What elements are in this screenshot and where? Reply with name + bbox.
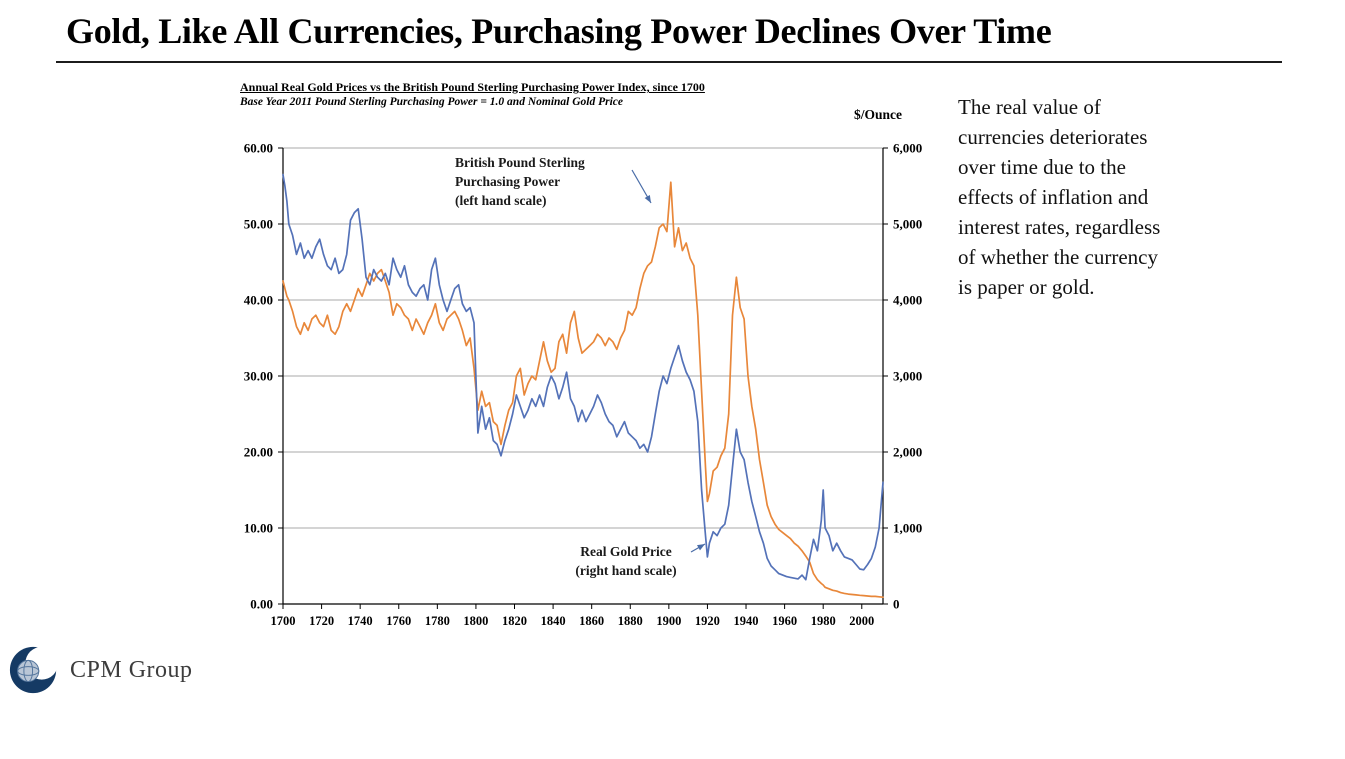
- svg-text:2,000: 2,000: [893, 445, 922, 460]
- svg-text:1920: 1920: [695, 614, 720, 628]
- svg-text:1960: 1960: [772, 614, 797, 628]
- svg-text:10.00: 10.00: [244, 521, 273, 536]
- chart-title: Annual Real Gold Prices vs the British P…: [240, 80, 705, 94]
- chart-subtitle: Base Year 2011 Pound Sterling Purchasing…: [240, 96, 624, 108]
- svg-text:50.00: 50.00: [244, 217, 273, 232]
- svg-text:30.00: 30.00: [244, 369, 273, 384]
- svg-text:1840: 1840: [541, 614, 566, 628]
- svg-text:1880: 1880: [618, 614, 643, 628]
- title-divider: [56, 61, 1282, 63]
- svg-text:1780: 1780: [425, 614, 450, 628]
- svg-text:5,000: 5,000: [893, 217, 922, 232]
- svg-text:1800: 1800: [463, 614, 488, 628]
- svg-text:1860: 1860: [579, 614, 604, 628]
- svg-text:1740: 1740: [348, 614, 373, 628]
- svg-text:6,000: 6,000: [893, 141, 922, 156]
- svg-text:0.00: 0.00: [250, 597, 273, 612]
- chart: Annual Real Gold Prices vs the British P…: [195, 80, 975, 645]
- svg-text:4,000: 4,000: [893, 293, 922, 308]
- slide-title: Gold, Like All Currencies, Purchasing Po…: [66, 11, 1052, 51]
- svg-text:40.00: 40.00: [244, 293, 273, 308]
- globe-logo-icon: [9, 646, 59, 694]
- svg-text:1820: 1820: [502, 614, 527, 628]
- svg-text:1760: 1760: [386, 614, 411, 628]
- svg-text:1940: 1940: [734, 614, 759, 628]
- svg-text:1,000: 1,000: [893, 521, 922, 536]
- commentary-text: The real value of currencies deteriorate…: [958, 95, 1161, 299]
- chart-canvas: 0.00 10.00 20.00 30.00 40.00 50.00 60.00 0 1,000…: [244, 107, 923, 628]
- cpm-group-logo: CPM Group: [8, 644, 193, 696]
- svg-text:Real Gold Price(right hand sca: Real Gold Price (right hand scale): [575, 544, 676, 578]
- svg-text:$/Ounce: $/Ounce: [854, 107, 902, 122]
- svg-text:1700: 1700: [271, 614, 296, 628]
- svg-text:1720: 1720: [309, 614, 334, 628]
- svg-text:3,000: 3,000: [893, 369, 922, 384]
- svg-text:1900: 1900: [656, 614, 681, 628]
- svg-text:1980: 1980: [811, 614, 836, 628]
- svg-text:0: 0: [893, 597, 900, 612]
- svg-text:60.00: 60.00: [244, 141, 273, 156]
- svg-text:2000: 2000: [849, 614, 874, 628]
- chart-heading: Annual Real Gold Prices vs the British P…: [240, 80, 705, 108]
- svg-text:20.00: 20.00: [244, 445, 273, 460]
- logo-text: CPM Group: [70, 656, 193, 683]
